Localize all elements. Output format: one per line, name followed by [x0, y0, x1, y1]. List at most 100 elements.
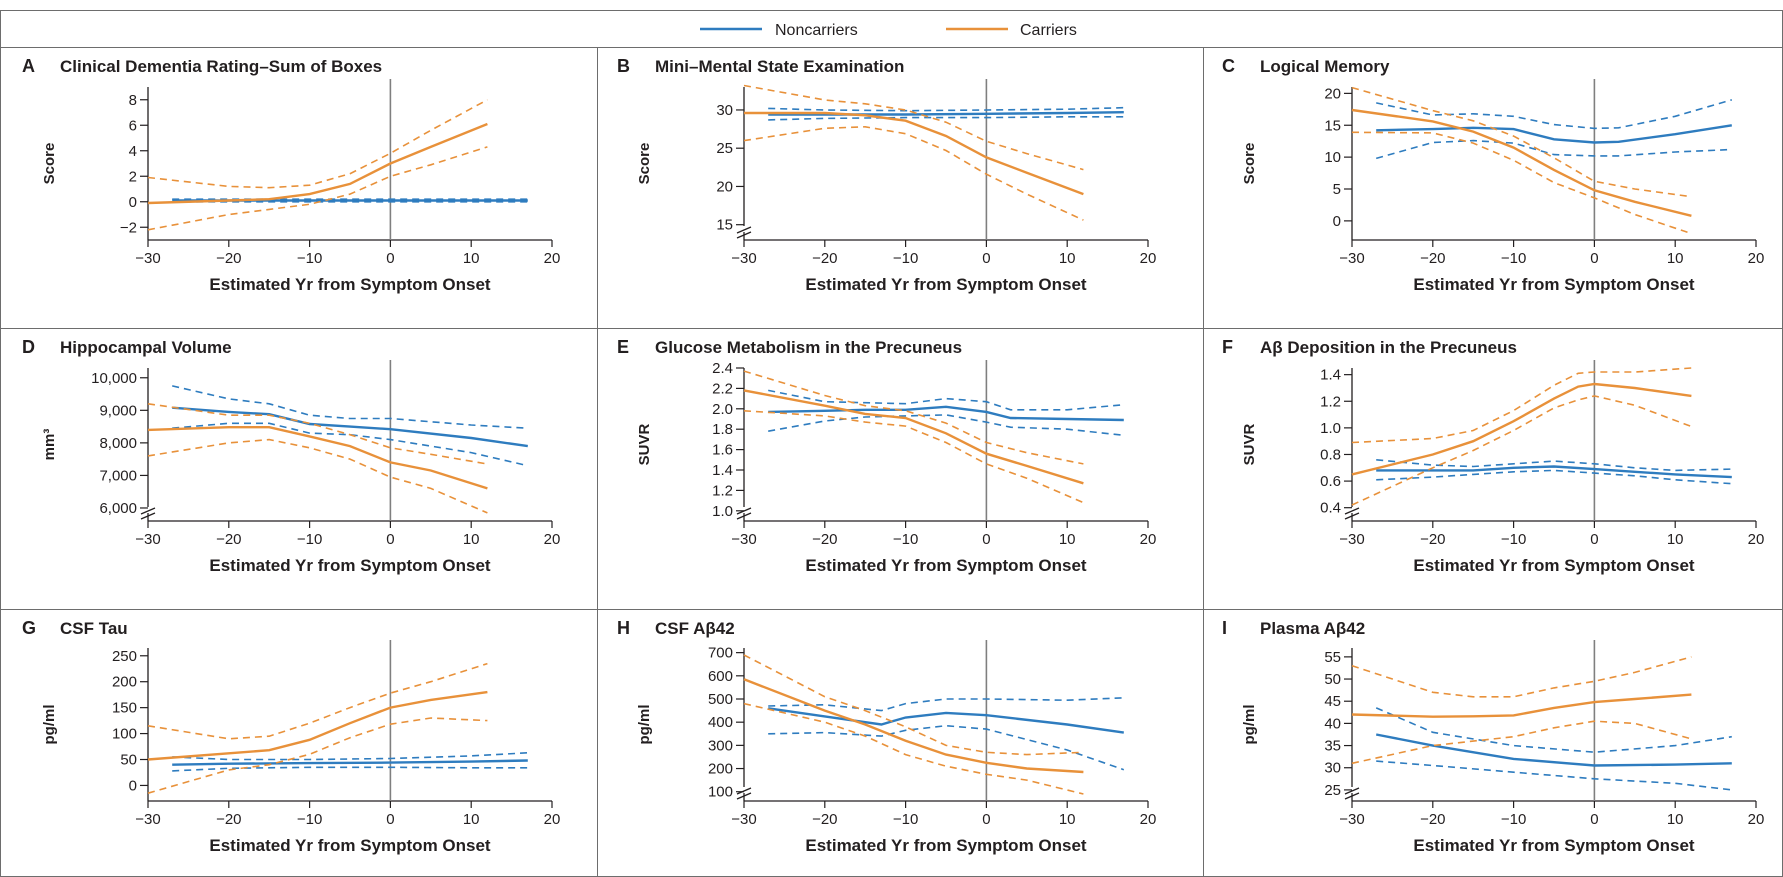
panel-g-y-tick-label: 0	[129, 777, 137, 794]
panel-e: E Glucose Metabolism in the Precuneus SUVR…	[617, 337, 1156, 575]
panel-b-ylabel: Score	[636, 143, 653, 185]
panel-a-x-tick-label: −20	[216, 250, 241, 267]
panel-a-y-tick-label: 8	[129, 92, 137, 109]
panel-b-noncarriers-line	[768, 111, 1124, 116]
panel-a-letter: A	[22, 56, 35, 76]
panel-h-axis-break-gap	[738, 787, 750, 793]
panel-d-carriers-line	[147, 426, 488, 490]
panel-b-y-tick-label: 25	[716, 140, 733, 157]
panel-b-title: Mini–Mental State Examination	[655, 57, 904, 76]
panel-e-x-tick-label: −30	[731, 531, 756, 548]
panel-f-x-tick-label: 0	[1590, 531, 1598, 548]
panel-f-y-tick-label: 0.6	[1320, 473, 1341, 490]
panel-h-y-tick-label: 700	[708, 645, 733, 662]
panel-h-axis-break-mark	[736, 792, 752, 800]
panel-f-y-tick-label: 1.0	[1320, 420, 1341, 437]
panel-h-title: CSF Aβ42	[655, 619, 735, 638]
panel-c-y-tick-label: 0	[1333, 213, 1341, 230]
panel-b-noncarriers-ci-lower	[768, 116, 1124, 121]
panel-d-x-tick-label: −10	[297, 531, 322, 548]
panel-a-x-tick-label: 0	[386, 250, 394, 267]
panel-d-carriers-ci-upper	[147, 403, 488, 465]
panel-a-y-tick-label: 6	[129, 117, 137, 134]
panel-i-axis-break-mark	[1344, 787, 1360, 795]
panel-e-axis-break-gap	[738, 507, 750, 513]
panel-c-carriers-ci-upper	[1351, 86, 1692, 198]
panel-b-carriers-ci-lower	[743, 125, 1084, 221]
panel-i-y-tick-label: 50	[1324, 671, 1341, 688]
panel-f-axis-break-mark	[1344, 512, 1360, 520]
panel-i-axis-break-mark	[1344, 792, 1360, 800]
panel-f-ylabel: SUVR	[1241, 424, 1258, 466]
panel-e-noncarriers-ci-lower	[768, 414, 1124, 437]
panel-a-x-tick-label: 20	[544, 250, 561, 267]
panel-e-y-tick-label: 2.4	[712, 360, 733, 377]
panel-e-x-tick-label: 10	[1059, 531, 1076, 548]
panel-i-x-tick-label: 10	[1667, 811, 1684, 828]
panel-e-carriers-ci-lower	[743, 410, 1084, 504]
panel-d-y-tick-label: 6,000	[99, 500, 137, 517]
panel-c-x-tick-label: −30	[1339, 250, 1364, 267]
panel-i-noncarriers-ci-upper	[1375, 707, 1732, 754]
panel-h-y-tick-label: 200	[708, 761, 733, 778]
panel-h-y-tick-label: 400	[708, 714, 733, 731]
panel-i-y-tick-label: 25	[1324, 782, 1341, 799]
panel-f-axis-break-mark	[1344, 507, 1360, 515]
panel-a-y-tick-label: −2	[120, 219, 137, 236]
panel-a-carriers-ci-lower	[147, 146, 488, 231]
panel-f-carriers-line	[1351, 382, 1692, 476]
panel-i-carriers-ci-upper	[1351, 656, 1692, 698]
panel-d-axis-break-gap	[142, 507, 154, 513]
panel-i-x-tick-label: −10	[1501, 811, 1526, 828]
panel-e-ylabel: SUVR	[636, 424, 653, 466]
panel-c-y-tick-label: 15	[1324, 117, 1341, 134]
panel-c-carriers-ci-lower	[1351, 131, 1692, 235]
panel-h-noncarriers-ci-upper	[768, 697, 1124, 712]
panel-e-x-tick-label: −10	[893, 531, 918, 548]
panel-i-xlabel: Estimated Yr from Symptom Onset	[1413, 836, 1695, 855]
panel-g-y-tick-label: 250	[112, 648, 137, 665]
legend: Noncarriers Carriers	[700, 22, 1077, 39]
panel-b-y-tick-label: 15	[716, 217, 733, 234]
panel-e-carriers-ci-upper	[743, 370, 1084, 465]
panel-a-x-tick-label: 10	[463, 250, 480, 267]
panel-e-title: Glucose Metabolism in the Precuneus	[655, 338, 962, 357]
panel-f-carriers-ci-lower	[1351, 395, 1692, 506]
panel-g-y-tick-label: 100	[112, 726, 137, 743]
panel-g-ylabel: pg/ml	[41, 705, 58, 745]
panel-e-noncarriers-line	[768, 405, 1124, 422]
panel-c-x-tick-label: −10	[1501, 250, 1526, 267]
panel-b-noncarriers-ci-upper	[768, 106, 1124, 112]
panel-f: F Aβ Deposition in the Precuneus SUVR 0.4 0.…	[1222, 337, 1764, 575]
panel-d-x-tick-label: 20	[544, 531, 561, 548]
panel-c-noncarriers-ci-lower	[1375, 139, 1732, 160]
figure-frame	[0, 10, 1783, 877]
panel-h-letter: H	[617, 618, 630, 638]
panel-b-axis-break-mark	[736, 231, 752, 239]
panel-a-y-tick-label: 4	[129, 143, 137, 160]
panel-h-noncarriers-line	[768, 707, 1124, 734]
panel-g-carriers-line	[147, 690, 488, 761]
panel-d-axis-break-mark	[140, 507, 156, 515]
panel-g-xlabel: Estimated Yr from Symptom Onset	[209, 836, 491, 855]
panel-b-axis-break-gap	[738, 226, 750, 232]
panel-h-y-tick-label: 500	[708, 691, 733, 708]
panel-f-axis-break-gap	[1346, 507, 1358, 513]
panel-g-x-tick-label: −30	[135, 811, 160, 828]
panel-a-x-tick-label: −30	[135, 250, 160, 267]
panel-c-letter: C	[1222, 56, 1235, 76]
panel-f-noncarriers-ci-lower	[1376, 469, 1732, 485]
panel-e-axis-break-mark	[736, 512, 752, 520]
panel-i-y-tick-label: 45	[1324, 693, 1341, 710]
panel-i-ylabel: pg/ml	[1241, 705, 1258, 745]
panel-h-x-tick-label: −10	[893, 811, 918, 828]
panel-b-x-tick-label: −20	[812, 250, 837, 267]
panel-d-axis-break-mark	[140, 512, 156, 520]
panel-e-y-tick-label: 1.2	[712, 482, 733, 499]
panel-b-carriers-line	[744, 111, 1084, 196]
panel-e-carriers-line	[743, 389, 1084, 485]
panel-a-carriers-line	[147, 122, 488, 205]
panel-b-y-tick-label: 30	[716, 102, 733, 119]
panel-e-y-tick-label: 1.6	[712, 442, 733, 459]
